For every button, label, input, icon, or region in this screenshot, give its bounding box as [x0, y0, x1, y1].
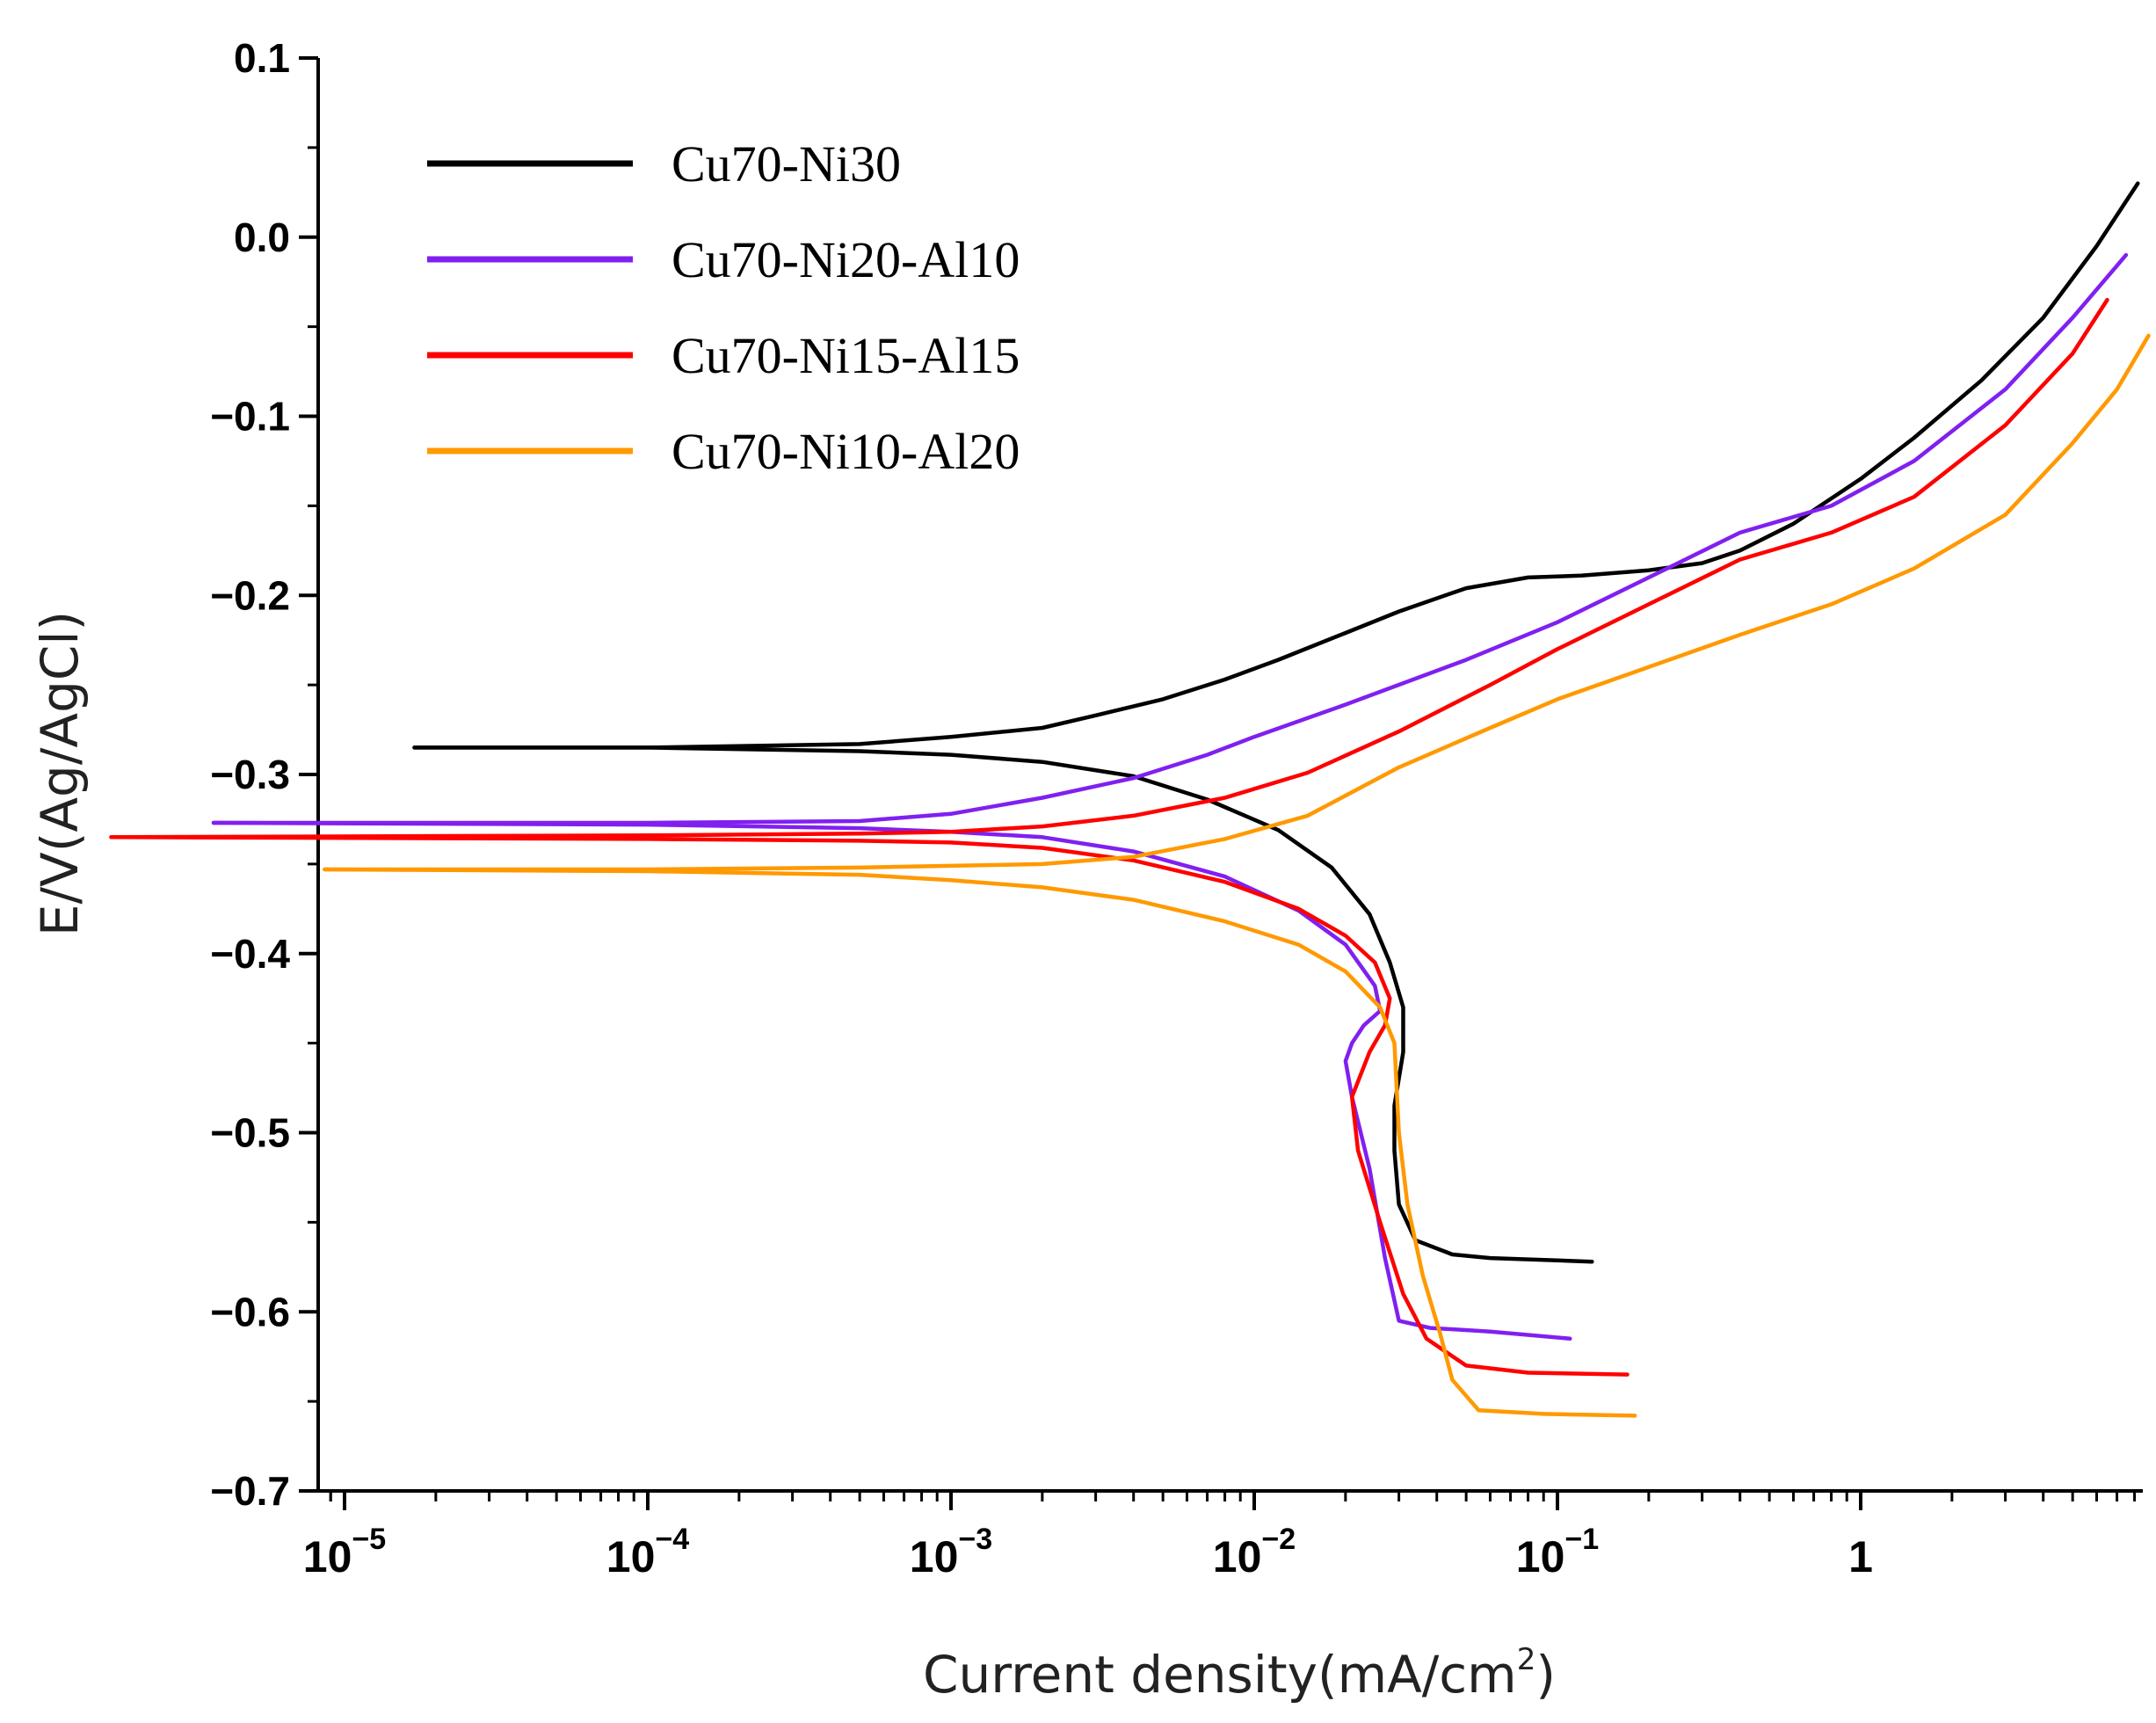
y-tick-label: −0.2: [210, 572, 290, 618]
legend-label-cu70-ni15-al15: Cu70-Ni15-Al15: [671, 327, 1020, 384]
x-tick-label: 10−3: [910, 1523, 992, 1581]
y-tick-label: −0.4: [210, 931, 290, 977]
series-line-cu70-ni20-al10-cathodic: [211, 820, 1572, 1341]
legend-label-cu70-ni30: Cu70-Ni30: [671, 135, 901, 193]
x-tick-label: 10−4: [606, 1523, 689, 1581]
y-tick-label: −0.3: [210, 752, 290, 797]
x-axis-title: Current density(mA/cm2): [923, 1642, 1556, 1705]
axes: 0.1 0.0 −0.1 −0.2 −0.3 −0.4 −0.5 −0.6 −0.7 10−5 10…: [210, 35, 2143, 1581]
series-line-cu70-ni15-al15-cathodic: [109, 835, 1630, 1377]
y-tick-label: −0.5: [210, 1110, 290, 1156]
y-tick-label: −0.7: [210, 1468, 290, 1514]
series-lines: [109, 181, 2151, 1418]
legend-label-cu70-ni10-al20: Cu70-Ni10-Al20: [671, 423, 1020, 480]
series-line-cu70-ni15-al15-anodic: [109, 297, 2109, 840]
x-tick-label: 10−2: [1213, 1523, 1296, 1581]
series-line-cu70-ni10-al20-cathodic: [323, 867, 1637, 1418]
x-tick-label: 10−1: [1516, 1523, 1599, 1581]
x-tick-label: 10−5: [303, 1523, 386, 1581]
legend: Cu70-Ni30 Cu70-Ni20-Al10 Cu70-Ni15-Al15 Cu7…: [427, 135, 1020, 480]
series-line-cu70-ni10-al20-anodic: [323, 333, 2151, 872]
series-line-cu70-ni20-al10-anodic: [211, 252, 2129, 825]
legend-label-cu70-ni20-al10: Cu70-Ni20-Al10: [671, 231, 1020, 288]
y-tick-label: −0.1: [210, 394, 290, 440]
y-tick-label: −0.6: [210, 1289, 290, 1334]
y-tick-label: 0.1: [234, 35, 290, 81]
x-tick-label: 1: [1848, 1532, 1873, 1581]
y-axis-title: E/V(Ag/AgCl): [30, 611, 90, 936]
y-tick-label: 0.0: [234, 214, 290, 260]
series-line-cu70-ni30-anodic: [412, 181, 2140, 750]
